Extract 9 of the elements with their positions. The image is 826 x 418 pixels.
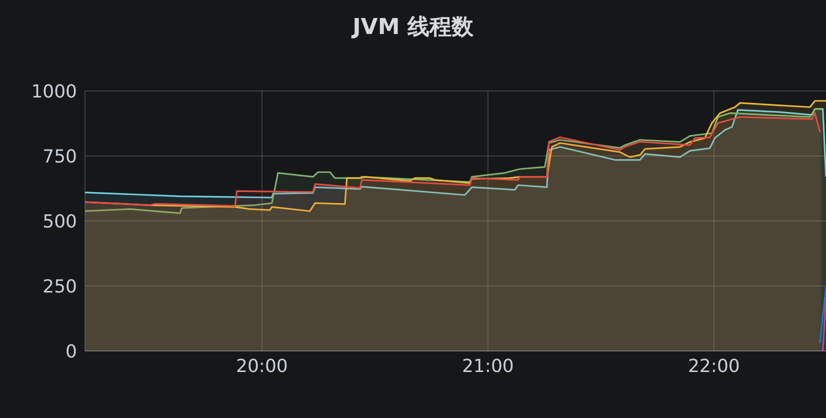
y-tick-label: 250 <box>42 276 77 298</box>
chart-title: JVM 线程数 <box>350 14 474 42</box>
y-tick-label: 1000 <box>31 81 77 102</box>
y-tick-label: 500 <box>42 211 77 232</box>
x-tick-label: 20:00 <box>236 356 288 377</box>
x-tick-label: 22:00 <box>688 356 740 377</box>
x-tick-label: 21:00 <box>462 356 514 377</box>
y-tick-label: 750 <box>42 146 77 168</box>
y-tick-label: 0 <box>66 341 77 362</box>
